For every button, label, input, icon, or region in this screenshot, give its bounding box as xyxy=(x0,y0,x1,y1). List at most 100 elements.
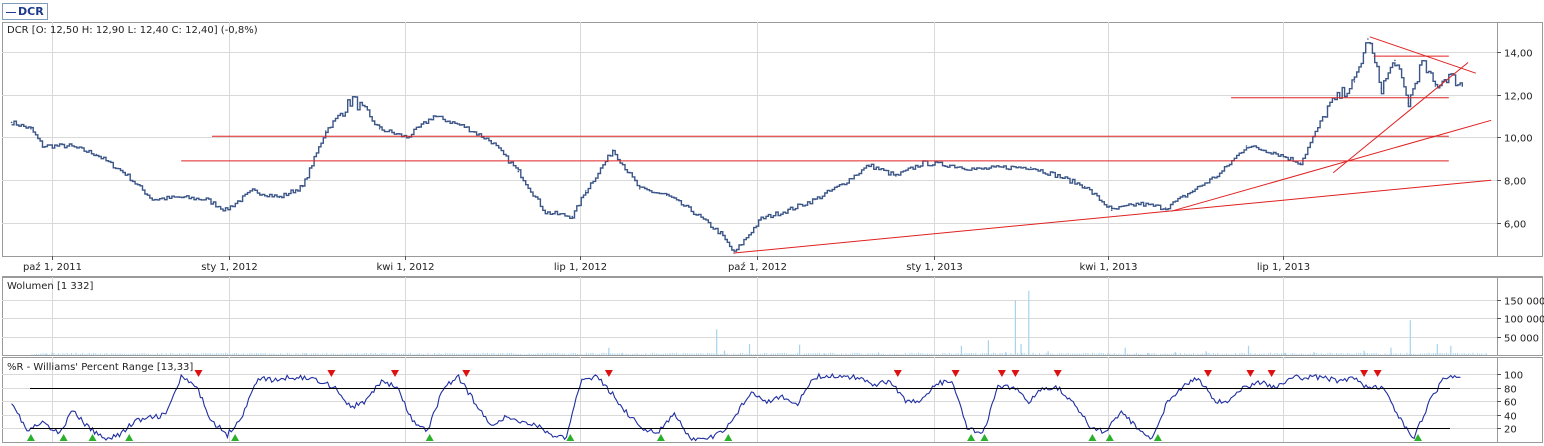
price-point xyxy=(205,198,207,201)
price-point xyxy=(178,196,180,199)
price-point xyxy=(868,164,870,166)
label-layer: paź 1, 2011 sty 1, 2012 kwi 1, 2012 lip 1, … xyxy=(7,25,1544,436)
price-point xyxy=(949,164,951,166)
buy-signal-marker xyxy=(980,434,989,441)
sell-signal-marker xyxy=(194,370,203,377)
price-point xyxy=(814,198,816,201)
price-point xyxy=(895,175,897,177)
price-panel-frame xyxy=(2,22,1543,257)
williams-tick-label: 40 xyxy=(1504,412,1517,423)
sell-signal-marker xyxy=(1204,370,1212,377)
buy-signal-marker xyxy=(1153,434,1162,441)
signal-marker-layer xyxy=(26,370,1422,441)
price-point xyxy=(124,173,127,175)
x-tick-label: sty 1, 2013 xyxy=(906,262,962,273)
sell-signal-marker xyxy=(951,370,960,377)
volume-tick-label: 150 000 xyxy=(1504,297,1544,308)
price-tick-label: 10,00 xyxy=(1504,134,1533,145)
price-point xyxy=(611,149,614,151)
price-point xyxy=(351,98,354,100)
williams-layer xyxy=(11,372,1461,442)
volume-panel-frame xyxy=(2,277,1543,356)
price-point xyxy=(151,198,154,201)
price-point xyxy=(1164,207,1167,209)
trend-line[interactable] xyxy=(734,179,1492,254)
sell-signal-marker xyxy=(327,370,336,377)
price-point xyxy=(1272,151,1275,154)
price-point xyxy=(1083,185,1086,188)
williams-tick-label: 20 xyxy=(1504,425,1517,436)
x-tick-label: paź 1, 2012 xyxy=(728,261,787,273)
buy-signal-marker xyxy=(1088,434,1097,441)
williams-panel-header: %R - Williams' Percent Range [13,33] xyxy=(7,362,193,373)
x-tick-label: kwi 1, 2012 xyxy=(376,262,434,273)
legend-swatch xyxy=(6,11,16,13)
williams-tick-label: 100 xyxy=(1504,371,1523,382)
sell-signal-marker xyxy=(1267,370,1276,377)
price-point xyxy=(787,209,789,211)
price-point xyxy=(976,168,978,171)
buy-signal-marker xyxy=(1414,434,1422,441)
price-point xyxy=(251,190,254,192)
price-point xyxy=(68,145,71,147)
price-point xyxy=(324,130,327,132)
price-point xyxy=(1394,59,1396,62)
price-tick-label: 6,00 xyxy=(1504,220,1526,231)
x-tick-label: lip 1, 2013 xyxy=(1257,262,1310,273)
sell-signal-marker xyxy=(1373,370,1382,377)
buy-signal-marker xyxy=(88,434,97,441)
legend-label: DCR xyxy=(18,5,44,18)
buy-signal-marker xyxy=(425,434,434,441)
sell-signal-marker xyxy=(462,370,471,377)
price-point xyxy=(1421,61,1423,64)
price-point xyxy=(1245,145,1248,147)
price-layer xyxy=(10,38,1464,254)
price-point xyxy=(1434,85,1437,87)
trend-line[interactable] xyxy=(1171,119,1492,212)
price-point xyxy=(432,115,435,117)
price-point xyxy=(1326,106,1329,109)
price-point xyxy=(1448,74,1450,77)
price-series-line xyxy=(11,42,1463,252)
volume-panel-header: Wolumen [1 332] xyxy=(7,281,93,292)
price-point xyxy=(1110,209,1113,211)
x-tick-label: lip 1, 2012 xyxy=(554,262,607,273)
buy-signal-marker xyxy=(231,434,240,441)
price-tick-label: 8,00 xyxy=(1504,177,1526,188)
buy-signal-marker xyxy=(59,434,68,441)
legend-box[interactable]: DCR xyxy=(2,3,48,20)
buy-signal-marker xyxy=(125,434,134,441)
price-point xyxy=(463,125,466,128)
price-point xyxy=(278,196,281,199)
price-point xyxy=(41,145,44,147)
price-point xyxy=(665,194,668,196)
price-point xyxy=(1299,162,1302,164)
price-point xyxy=(1056,175,1059,177)
price-tick-label: 12,00 xyxy=(1504,92,1533,103)
price-point xyxy=(1191,190,1194,192)
volume-layer xyxy=(31,290,1487,355)
sell-signal-marker xyxy=(604,370,613,377)
price-point xyxy=(841,183,843,186)
x-tick-label: kwi 1, 2013 xyxy=(1079,262,1137,273)
sell-signal-marker xyxy=(893,370,902,377)
volume-tick-label: 50 000 xyxy=(1504,334,1539,345)
price-point xyxy=(638,188,641,190)
trend-line[interactable] xyxy=(1369,36,1476,74)
price-point xyxy=(30,128,32,130)
price-point xyxy=(95,153,98,156)
trend-line[interactable] xyxy=(1332,62,1469,174)
williams-tick-label: 80 xyxy=(1504,385,1517,396)
price-point xyxy=(571,215,574,218)
trendline-layer xyxy=(181,36,1492,254)
sell-signal-marker xyxy=(1246,370,1255,377)
price-point xyxy=(378,128,381,130)
sell-signal-marker xyxy=(997,370,1006,377)
price-point xyxy=(517,170,520,173)
buy-signal-marker xyxy=(967,434,976,441)
price-point xyxy=(490,140,493,143)
price-tick-label: 14,00 xyxy=(1504,49,1533,60)
price-point xyxy=(1380,87,1383,89)
price-point xyxy=(224,209,227,211)
